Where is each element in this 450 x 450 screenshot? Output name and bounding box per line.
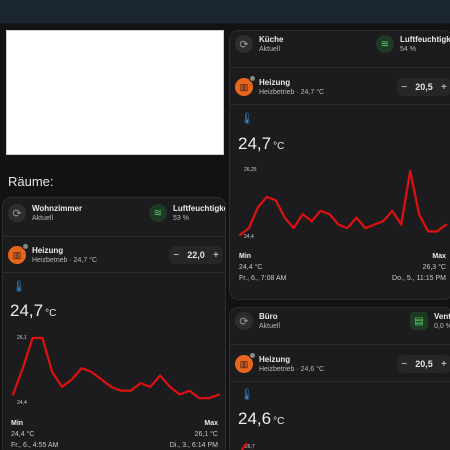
current-temperature: 24,6 °C: [238, 409, 284, 429]
temperature-unit: °C: [273, 141, 285, 152]
heating-name: Heizung: [32, 246, 64, 255]
heating-state: Heizbetrieb · 24,6 °C: [259, 366, 325, 373]
room-card-wohnzimmer: ⟳ Wohnzimmer Aktuell ≋ Luftfeuchtigkeit …: [2, 197, 226, 450]
min-value: 24,4 °C: [239, 264, 263, 271]
humidity-label: Luftfeuchtigkeit: [173, 204, 225, 213]
divider: [3, 272, 225, 273]
setpoint-stepper[interactable]: − 20,5 +: [397, 355, 450, 373]
min-time: Fr., 6., 7:08 AM: [239, 275, 287, 282]
chart-max-label: 26,7: [245, 444, 255, 450]
section-title: Räume:: [8, 174, 54, 189]
humidity-sensor[interactable]: ≋ Luftfeuchtigkeit 54 %: [376, 35, 450, 55]
max-time: Do., 5., 11:15 PM: [392, 275, 446, 282]
max-label: Max: [432, 253, 446, 260]
room-state: Aktuell: [259, 323, 281, 330]
temperature-line: [11, 336, 221, 400]
chart-max-label: 26,1: [17, 335, 27, 341]
heating-state: Heizbetrieb · 24,7 °C: [32, 257, 98, 264]
min-time: Fr., 6., 4:55 AM: [11, 442, 59, 449]
radiator-icon: ▥: [8, 243, 29, 264]
chart-min-label: 24,4: [244, 234, 254, 240]
room-name: Wohnzimmer: [32, 204, 83, 213]
heating-control[interactable]: ▥ Heizung Heizbetrieb · 24,6 °C: [235, 352, 325, 375]
room-header[interactable]: ⟳ Wohnzimmer Aktuell: [8, 204, 82, 224]
radiator-icon: ▥: [235, 75, 256, 96]
vent-sensor[interactable]: ▤ Venti 0,0 %: [410, 312, 450, 332]
heating-control[interactable]: ▥ Heizung Heizbetrieb · 24,7 °C: [8, 243, 98, 266]
humidity-icon: ≋: [376, 35, 394, 53]
heating-state: Heizbetrieb · 24,7 °C: [259, 89, 325, 96]
image-card: [6, 30, 224, 155]
temperature-unit: °C: [273, 416, 285, 427]
max-time: Di., 3., 6:14 PM: [169, 442, 218, 449]
divider: [230, 344, 450, 345]
divider: [3, 236, 225, 237]
history-icon: ⟳: [235, 312, 253, 330]
setpoint-value: 22,0: [187, 250, 205, 260]
temperature-value: 24,6: [238, 409, 272, 428]
vent-value: 0,0 %: [434, 323, 450, 330]
top-app-bar: [0, 0, 450, 24]
temperature-value: 24,7: [238, 134, 272, 153]
chart-min-label: 24,4: [17, 400, 27, 406]
history-icon: ⟳: [8, 204, 26, 222]
current-temperature: 24,7 °C: [10, 301, 56, 321]
min-value: 24,4 °C: [11, 431, 35, 438]
divider: [230, 67, 450, 68]
room-name: Küche: [259, 35, 284, 44]
temperature-line: [240, 442, 248, 450]
temperature-unit: °C: [45, 308, 57, 319]
heating-control[interactable]: ▥ Heizung Heizbetrieb · 24,7 °C: [235, 75, 325, 98]
min-label: Min: [11, 420, 24, 427]
room-state: Aktuell: [32, 215, 54, 222]
room-card-buero: ⟳ Büro Aktuell ▤ Venti 0,0 % ▥ Heizung H…: [229, 307, 450, 450]
temperature-chart: 26,7: [240, 442, 255, 450]
temperature-chart: 26,25 24,4: [238, 167, 448, 240]
temperature-line: [238, 169, 448, 237]
temperature-value: 24,7: [10, 301, 44, 320]
radiator-icon: ▥: [235, 352, 256, 373]
divider: [230, 104, 450, 105]
humidity-value: 54 %: [400, 46, 416, 53]
divider: [230, 381, 450, 382]
increase-button[interactable]: +: [440, 358, 447, 370]
max-value: 26,3 °C: [422, 264, 446, 271]
increase-button[interactable]: +: [440, 81, 447, 93]
min-label: Min: [239, 253, 252, 260]
humidity-label: Luftfeuchtigkeit: [400, 35, 450, 44]
setpoint-stepper[interactable]: − 22,0 +: [169, 246, 223, 264]
heating-name: Heizung: [259, 355, 291, 364]
setpoint-stepper[interactable]: − 20,5 +: [397, 78, 450, 96]
temperature-chart: 26,1 24,4: [11, 335, 221, 406]
chart-max-label: 26,25: [244, 167, 257, 173]
humidity-sensor[interactable]: ≋ Luftfeuchtigkeit 53 %: [149, 204, 225, 224]
current-temperature: 24,7 °C: [238, 134, 284, 154]
humidity-icon: ≋: [149, 204, 167, 222]
thermometer-icon: 🌡: [240, 113, 254, 125]
decrease-button[interactable]: −: [401, 81, 408, 93]
max-value: 26,1 °C: [194, 431, 218, 438]
vent-label: Venti: [434, 312, 450, 321]
room-header[interactable]: ⟳ Küche Aktuell: [235, 35, 283, 55]
thermometer-icon: 🌡: [12, 281, 26, 293]
thermometer-icon: 🌡: [240, 389, 254, 401]
room-name: Büro: [259, 312, 278, 321]
vent-icon: ▤: [410, 312, 428, 330]
setpoint-value: 20,5: [415, 82, 433, 92]
max-label: Max: [204, 420, 218, 427]
setpoint-value: 20,5: [415, 359, 433, 369]
decrease-button[interactable]: −: [173, 249, 180, 261]
humidity-value: 53 %: [173, 215, 189, 222]
heating-name: Heizung: [259, 78, 291, 87]
decrease-button[interactable]: −: [401, 358, 408, 370]
room-header[interactable]: ⟳ Büro Aktuell: [235, 312, 280, 332]
increase-button[interactable]: +: [212, 249, 219, 261]
room-state: Aktuell: [259, 46, 281, 53]
room-card-kueche: ⟳ Küche Aktuell ≋ Luftfeuchtigkeit 54 % …: [229, 30, 450, 300]
history-icon: ⟳: [235, 35, 253, 53]
